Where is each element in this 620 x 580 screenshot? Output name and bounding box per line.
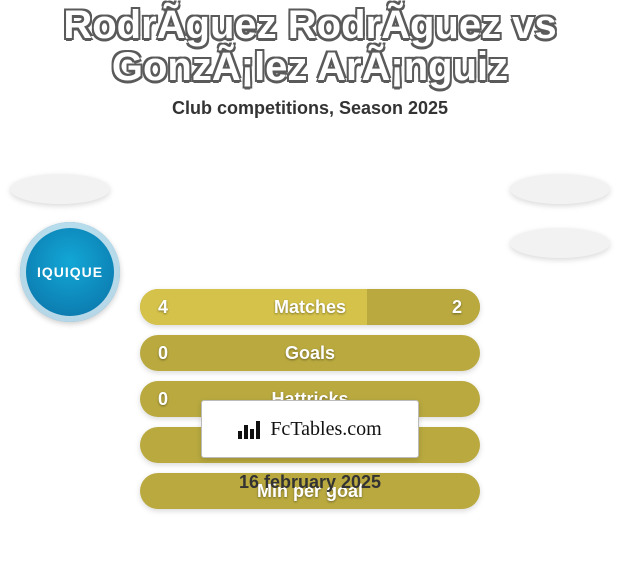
comparison-infographic: RodrÃ­guez RodrÃ­guez vs GonzÃ¡lez ArÃ¡n… xyxy=(0,0,620,580)
stat-value-left: 0 xyxy=(140,335,186,371)
club-logo-text: IQUIQUE xyxy=(37,264,103,280)
stat-row: Goals0 xyxy=(140,335,480,371)
stat-value-right: 2 xyxy=(434,289,480,325)
bar-chart-icon xyxy=(238,419,262,439)
side-ellipse xyxy=(510,174,610,204)
source-text: FcTables.com xyxy=(270,418,381,441)
stat-label: Goals xyxy=(140,335,480,371)
side-ellipse xyxy=(510,228,610,258)
page-title: RodrÃ­guez RodrÃ­guez vs GonzÃ¡lez ArÃ¡n… xyxy=(0,0,620,88)
source-badge: FcTables.com xyxy=(201,400,419,458)
subtitle: Club competitions, Season 2025 xyxy=(0,98,620,119)
date-text: 16 february 2025 xyxy=(0,472,620,493)
stat-row: Matches4 2 xyxy=(140,289,480,325)
side-ellipse xyxy=(10,174,110,204)
stat-label: Matches xyxy=(140,289,480,325)
stat-value-left: 4 xyxy=(140,289,186,325)
club-logo: IQUIQUE xyxy=(20,222,120,322)
